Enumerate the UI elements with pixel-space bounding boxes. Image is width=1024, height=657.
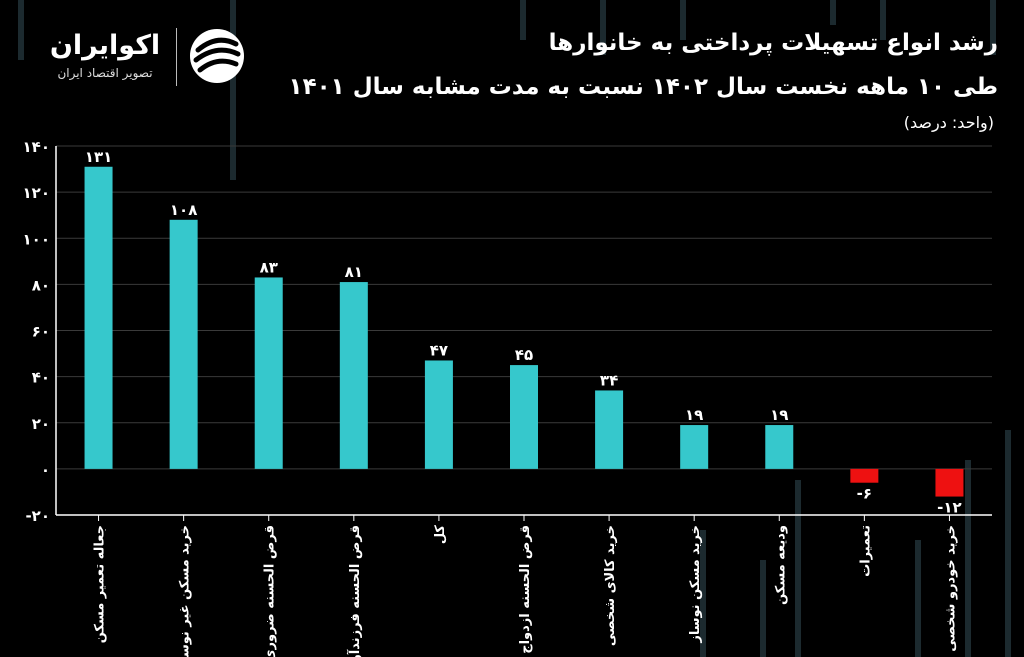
x-tick-label: خرید کالای شخصی	[603, 525, 618, 646]
data-label: ۱۰۸	[170, 201, 197, 219]
bar	[169, 219, 198, 469]
y-tick-label: ۸۰	[32, 276, 50, 294]
y-tick-label: ۰	[41, 461, 50, 479]
x-tick-label: ودیعه مسکن	[773, 525, 788, 605]
y-tick-label: ۱۲۰	[23, 184, 50, 202]
y-tick-label: ۱۴۰	[23, 138, 50, 156]
bar	[595, 390, 624, 469]
unit-label: (واحد: درصد)	[903, 113, 994, 132]
bar	[680, 425, 709, 469]
y-tick-label: ۱۰۰	[23, 230, 50, 248]
x-tick-label: قرض الحسنه ازدواج	[518, 525, 533, 654]
bar	[765, 425, 794, 469]
bar	[254, 277, 283, 469]
bar	[850, 468, 879, 483]
bar	[84, 166, 113, 469]
data-label: ۴۷	[430, 341, 448, 359]
x-tick-label: تعمیرات	[858, 525, 873, 577]
x-tick-label: قرض الحسنه فرزندآوری	[346, 525, 363, 657]
x-tick-label: خرید خودرو شخصی	[943, 525, 958, 652]
logo-name: اکوایران	[49, 30, 161, 61]
chart-title: رشد انواع تسهیلات پرداختی به خانوارها	[548, 30, 998, 56]
ecoiran-logo-icon	[190, 29, 244, 83]
bar	[424, 360, 453, 469]
data-label: ۸۱	[345, 263, 363, 281]
data-label: -۱۲	[937, 499, 962, 517]
logo-tagline: تصویر اقتصاد ایران	[57, 66, 153, 80]
data-label: ۱۳۱	[85, 148, 112, 166]
x-tick-label: قرض الحسنه ضروری	[263, 525, 278, 657]
x-tick-label: جعاله تعمیر مسکن	[93, 525, 108, 643]
data-label: ۸۳	[260, 258, 278, 276]
logo-divider	[176, 28, 177, 86]
data-label: ۱۹	[770, 406, 788, 424]
bar	[510, 365, 538, 469]
data-label: ۱۹	[685, 406, 703, 424]
y-tick-label: ۴۰	[32, 369, 50, 387]
y-tick-label: -۲۰	[25, 507, 50, 525]
data-label: ۴۵	[515, 346, 533, 364]
x-tick-label: کل	[433, 525, 448, 545]
y-tick-label: ۶۰	[32, 323, 50, 341]
data-label: -۶	[857, 485, 872, 503]
chart-subtitle: طی ۱۰ ماهه نخست سال ۱۴۰۲ نسبت به مدت مشا…	[288, 74, 998, 100]
bar	[935, 468, 964, 497]
x-tick-label: خرید مسکن غیر نوساز	[178, 525, 193, 657]
data-label: ۳۴	[600, 371, 618, 389]
y-tick-label: ۲۰	[32, 415, 50, 433]
x-tick-label: خرید مسکن نوساز	[688, 525, 703, 644]
bar	[339, 282, 368, 469]
